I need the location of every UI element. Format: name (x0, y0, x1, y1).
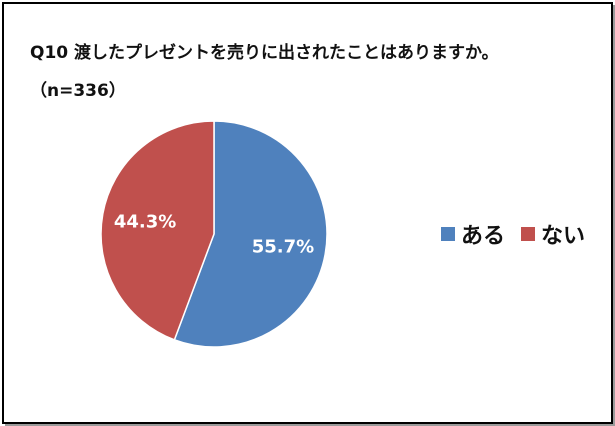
chart-legend: ある ない (441, 218, 601, 250)
pie-slice-aru (173, 120, 328, 348)
legend-label-aru: ある (461, 224, 506, 249)
legend-swatch-nai (521, 227, 536, 241)
pie-slice-nai (100, 120, 215, 341)
legend-swatch-aru (441, 227, 455, 241)
legend-label-nai: ない (541, 224, 586, 249)
legend-item-nai: ない (521, 218, 585, 250)
pie-chart: 55.7% 44.3% (100, 120, 328, 348)
chart-title: Q10 渡したプレゼントを売りに出されたことはありますか。 (30, 43, 499, 63)
chart-subtitle: （n=336） (30, 81, 126, 101)
legend-item-aru: ある (441, 218, 505, 250)
data-label-aru: 55.7% (252, 236, 314, 257)
data-label-nai: 44.3% (114, 212, 176, 233)
